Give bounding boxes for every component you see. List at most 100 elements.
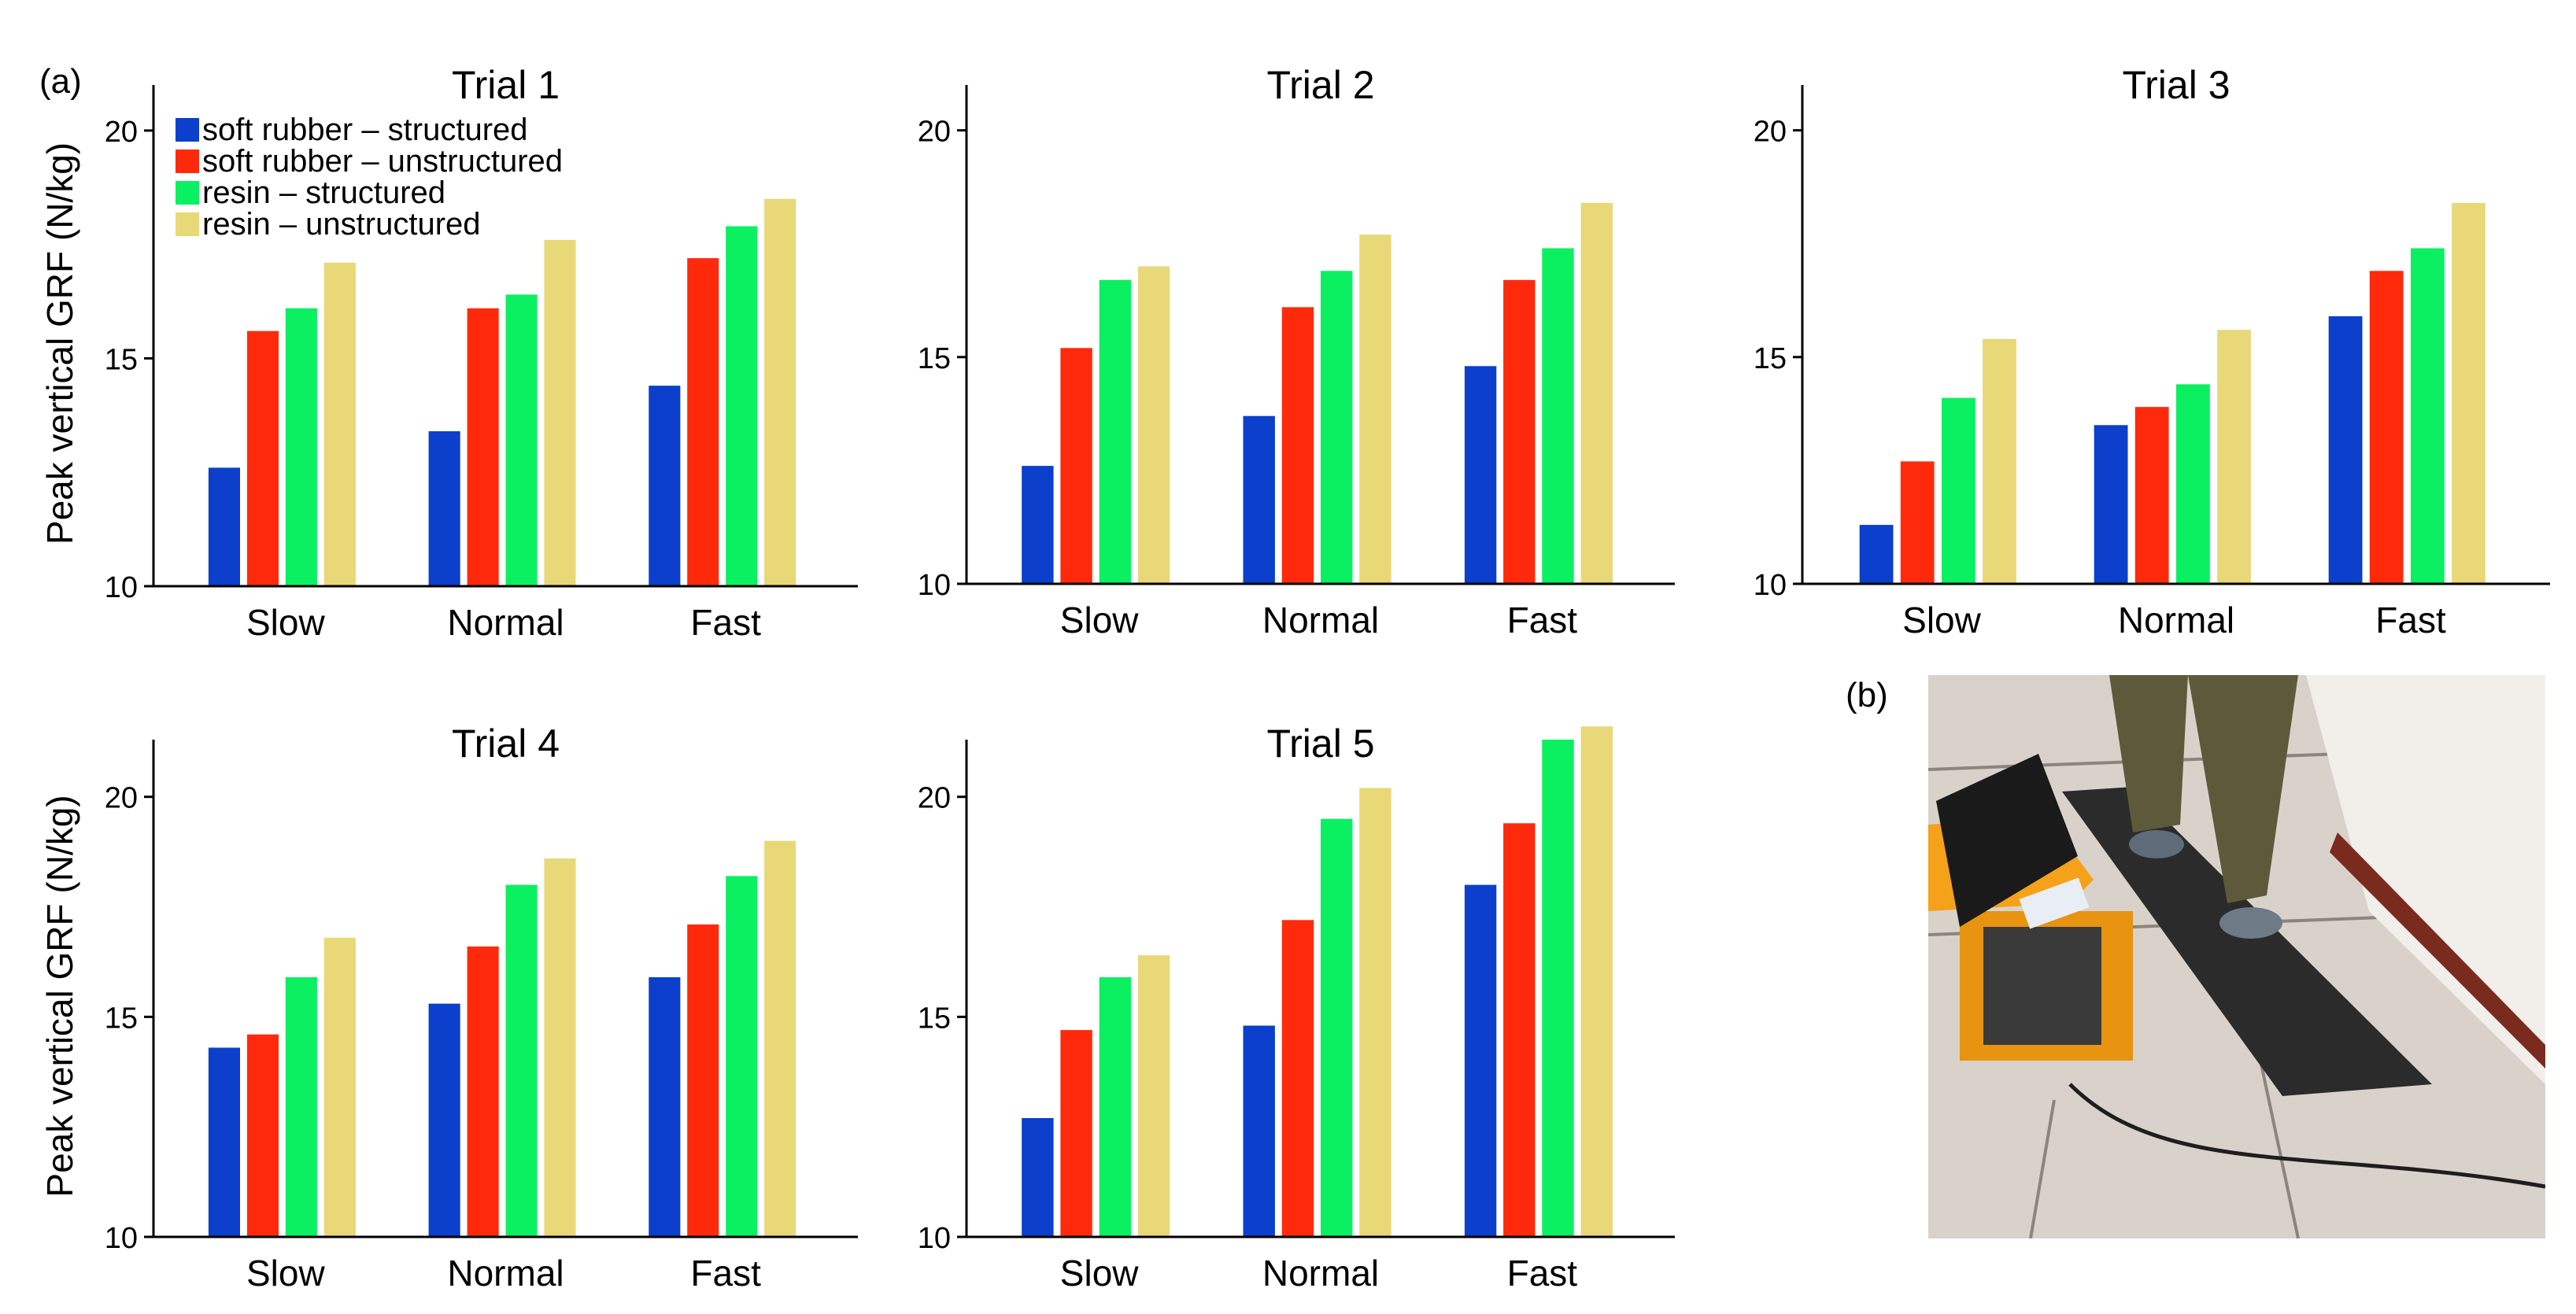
y-axis-label: Peak vertical GRF (N/kg) — [39, 795, 80, 1197]
bar-normal-series-2 — [1281, 920, 1314, 1237]
y-tick-label: 15 — [105, 1002, 138, 1035]
y-tick-label: 10 — [918, 569, 951, 602]
x-tick-label: Fast — [690, 602, 761, 643]
bar-fast-series-4 — [764, 840, 796, 1237]
bar-normal-series-3 — [1321, 271, 1353, 584]
x-tick-label: Fast — [2375, 600, 2446, 640]
bar-slow-series-4 — [1137, 955, 1170, 1237]
chart-title: Trial 5 — [1266, 722, 1374, 766]
y-tick-label: 10 — [105, 1222, 138, 1255]
experiment-photo — [1928, 675, 2545, 1238]
bar-fast-series-3 — [2411, 248, 2445, 584]
charts-layer: Trial 1 10 15 20 Slow Normal Fast Peak vertical… — [39, 63, 2550, 1294]
legend-label-3: resin – structured — [202, 175, 445, 210]
photo-wall — [2306, 675, 2545, 1084]
bar-fast-series-3 — [726, 226, 758, 586]
x-tick-label: Normal — [447, 1253, 564, 1294]
bar-normal-series-1 — [428, 1003, 460, 1237]
bar-fast-series-2 — [687, 924, 719, 1237]
photo-right-shoe — [2219, 907, 2282, 939]
x-tick-label: Fast — [1507, 1253, 1578, 1294]
bar-fast-series-4 — [764, 198, 796, 587]
bar-normal-series-1 — [428, 431, 460, 586]
bar-normal-series-1 — [1243, 1025, 1275, 1237]
bar-slow-series-1 — [208, 1047, 240, 1237]
y-axis-label: Peak vertical GRF (N/kg) — [39, 142, 80, 544]
bar-normal-series-4 — [544, 239, 576, 586]
bar-slow-series-2 — [1060, 348, 1092, 584]
bar-fast-series-1 — [1464, 884, 1497, 1237]
photo-wall-skirting — [2330, 832, 2545, 1069]
x-tick-label: Normal — [447, 602, 564, 643]
legend-swatch-2 — [176, 149, 199, 173]
bar-fast-series-3 — [726, 876, 758, 1237]
bar-slow-series-3 — [1942, 397, 1975, 584]
y-tick-label: 15 — [918, 342, 951, 375]
legend-label-4: resin – unstructured — [202, 207, 481, 242]
chart-title: Trial 4 — [452, 722, 560, 766]
y-tick-label: 20 — [105, 116, 138, 149]
x-tick-label: Slow — [1060, 600, 1139, 640]
bar-fast-series-1 — [1464, 366, 1497, 584]
bar-normal-series-2 — [467, 946, 499, 1237]
y-tick-label: 10 — [918, 1222, 951, 1255]
bar-fast-series-2 — [1503, 279, 1536, 584]
legend-label-2: soft rubber – unstructured — [202, 144, 563, 179]
bar-slow-series-1 — [1022, 1118, 1054, 1237]
chart-trial-3: Trial 3 10 15 20 Slow Normal Fast — [1754, 63, 2550, 640]
x-tick-label: Normal — [1262, 600, 1379, 640]
x-tick-label: Slow — [246, 1253, 325, 1294]
bar-normal-series-2 — [467, 308, 499, 586]
y-tick-label: 15 — [918, 1002, 951, 1035]
bar-normal-series-3 — [505, 884, 538, 1237]
legend-swatch-3 — [176, 181, 199, 205]
bar-fast-series-1 — [2328, 316, 2363, 584]
bar-slow-series-3 — [1099, 977, 1132, 1237]
y-tick-label: 20 — [1754, 116, 1787, 149]
bar-slow-series-3 — [285, 977, 317, 1237]
bar-slow-series-2 — [1900, 461, 1935, 584]
bar-slow-series-1 — [1859, 525, 1894, 584]
bar-normal-series-1 — [1243, 415, 1275, 584]
bar-fast-series-3 — [1542, 248, 1574, 584]
photo-mat — [2062, 787, 2432, 1096]
bar-normal-series-4 — [1359, 234, 1391, 584]
bar-fast-series-2 — [1503, 823, 1536, 1237]
chart-title: Trial 1 — [452, 63, 560, 107]
photo-left-shoe — [2129, 830, 2184, 858]
bar-fast-series-2 — [687, 258, 719, 586]
bar-normal-series-3 — [505, 294, 538, 586]
photo-cable — [2068, 1083, 2545, 1189]
photo-paper — [2019, 877, 2090, 929]
y-tick-label: 10 — [1754, 569, 1787, 602]
bar-slow-series-4 — [323, 262, 356, 586]
photo-cart-inner — [1983, 927, 2101, 1045]
bar-normal-series-4 — [544, 858, 576, 1237]
bar-normal-series-2 — [2134, 407, 2169, 584]
treadmill-photo-icon — [1928, 675, 2545, 1238]
bar-slow-series-3 — [1099, 279, 1132, 584]
bar-normal-series-2 — [1281, 307, 1314, 584]
chart-title: Trial 3 — [2122, 63, 2230, 107]
bar-slow-series-2 — [246, 330, 279, 586]
bar-slow-series-4 — [1137, 266, 1170, 584]
y-tick-label: 20 — [105, 782, 138, 815]
x-tick-label: Normal — [2118, 600, 2234, 640]
bar-fast-series-4 — [1580, 726, 1613, 1237]
bar-normal-series-4 — [1359, 788, 1391, 1237]
bar-normal-series-3 — [1321, 818, 1353, 1237]
bar-fast-series-4 — [2452, 202, 2485, 584]
y-tick-label: 15 — [105, 343, 138, 376]
bar-slow-series-3 — [285, 308, 317, 586]
x-tick-label: Slow — [1902, 600, 1981, 640]
bar-slow-series-1 — [208, 467, 240, 586]
bar-slow-series-2 — [246, 1034, 279, 1237]
bar-fast-series-2 — [2369, 271, 2404, 584]
bar-slow-series-4 — [323, 937, 356, 1237]
bar-fast-series-1 — [649, 386, 681, 586]
bar-normal-series-4 — [2217, 330, 2251, 584]
x-tick-label: Fast — [1507, 600, 1578, 640]
bar-fast-series-3 — [1542, 740, 1574, 1237]
